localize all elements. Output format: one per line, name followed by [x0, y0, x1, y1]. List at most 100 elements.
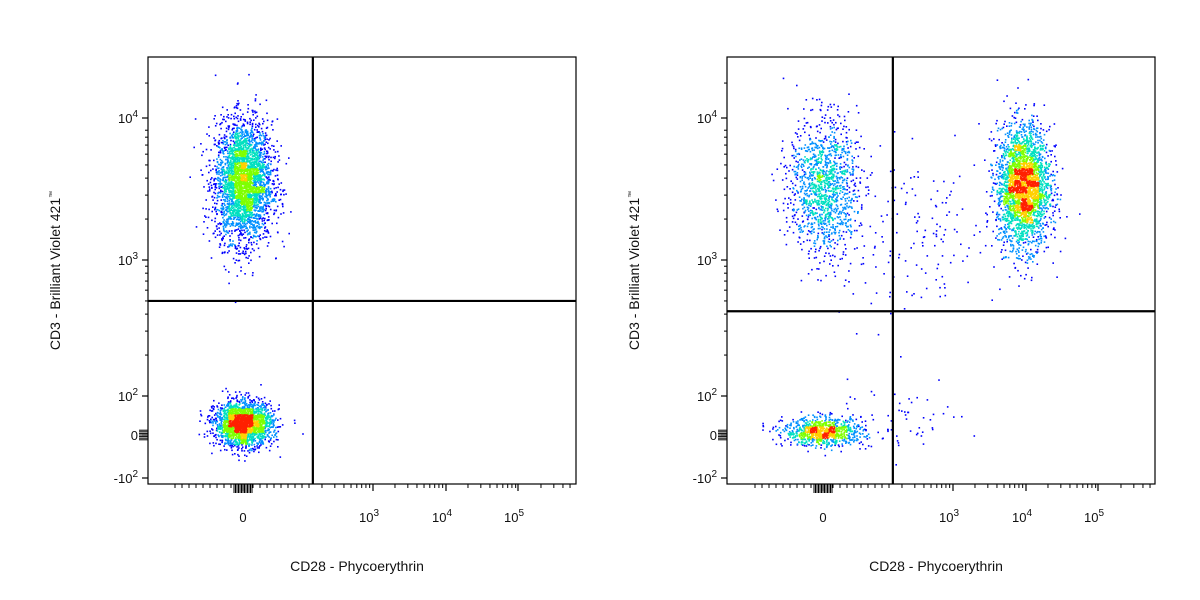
data-point — [245, 392, 248, 394]
data-point — [245, 164, 248, 166]
data-point — [231, 207, 234, 209]
data-point — [232, 417, 235, 420]
data-point — [271, 190, 273, 193]
data-point — [258, 223, 260, 226]
data-point — [241, 187, 243, 190]
data-point — [255, 137, 257, 139]
data-point — [265, 406, 267, 408]
data-point — [257, 397, 260, 400]
data-point — [276, 222, 278, 225]
data-point — [237, 134, 239, 137]
data-point — [221, 195, 224, 197]
data-point — [261, 141, 263, 143]
data-point — [237, 181, 240, 184]
data-point — [226, 168, 228, 170]
data-point — [229, 216, 231, 218]
data-point — [248, 178, 251, 180]
data-point — [219, 407, 222, 409]
data-point — [268, 205, 271, 208]
data-point — [265, 207, 267, 210]
data-point — [255, 209, 257, 211]
data-point — [245, 411, 247, 414]
data-point — [231, 209, 234, 212]
data-point — [268, 419, 271, 421]
data-point — [217, 196, 220, 198]
data-point — [218, 177, 220, 180]
data-point — [268, 202, 270, 204]
data-point — [261, 218, 263, 220]
data-point — [248, 173, 250, 175]
data-point — [231, 173, 234, 176]
data-point — [253, 150, 255, 152]
data-point — [264, 227, 266, 229]
data-point — [251, 211, 253, 214]
data-point — [236, 124, 238, 127]
data-point — [263, 204, 265, 207]
data-point — [250, 195, 253, 197]
data-point — [227, 432, 229, 435]
data-point — [272, 419, 274, 421]
data-point — [255, 117, 257, 119]
data-point — [258, 126, 260, 128]
data-point — [214, 188, 216, 191]
data-point — [217, 434, 219, 436]
data-point — [260, 444, 262, 446]
data-point — [267, 146, 270, 149]
data-point — [249, 132, 252, 135]
data-point — [242, 222, 244, 225]
data-point — [251, 131, 254, 134]
data-point — [260, 177, 263, 180]
data-point — [262, 210, 265, 213]
data-point — [238, 178, 240, 181]
data-point — [267, 242, 270, 244]
data-point — [237, 436, 239, 439]
data-point — [252, 435, 254, 438]
data-point — [252, 426, 255, 428]
data-point — [255, 175, 258, 178]
data-point — [275, 209, 277, 212]
data-point — [257, 171, 260, 174]
data-point — [231, 428, 233, 431]
data-point — [271, 222, 273, 225]
data-point — [231, 427, 233, 430]
data-point — [237, 115, 239, 117]
data-point — [237, 216, 240, 219]
data-point — [227, 182, 229, 185]
data-point — [258, 200, 260, 203]
data-point — [253, 186, 255, 188]
data-point — [239, 216, 241, 218]
data-point — [249, 218, 251, 221]
data-point — [255, 169, 258, 171]
data-point — [282, 189, 285, 191]
data-point — [218, 185, 220, 188]
data-point — [236, 154, 239, 157]
data-point — [239, 230, 241, 232]
data-point — [253, 231, 256, 234]
data-point — [225, 181, 227, 184]
data-point — [270, 169, 272, 172]
data-point — [221, 441, 223, 444]
data-point — [228, 182, 231, 184]
data-point — [230, 171, 233, 173]
data-point — [259, 194, 261, 197]
data-point — [263, 147, 266, 149]
data-point — [222, 143, 225, 145]
data-point — [221, 418, 224, 420]
data-point — [240, 155, 242, 157]
data-point — [293, 419, 296, 422]
data-point — [234, 165, 237, 167]
data-point — [255, 199, 258, 202]
data-point — [248, 195, 251, 197]
data-point — [236, 435, 238, 438]
data-point — [221, 434, 224, 437]
data-point — [223, 418, 226, 421]
data-point — [243, 150, 246, 153]
data-point — [235, 155, 238, 157]
data-point — [215, 433, 217, 436]
data-point — [227, 438, 229, 440]
data-point — [230, 217, 232, 220]
data-point — [234, 434, 236, 436]
data-point — [248, 210, 250, 213]
data-point — [231, 175, 234, 177]
data-point — [224, 198, 226, 201]
